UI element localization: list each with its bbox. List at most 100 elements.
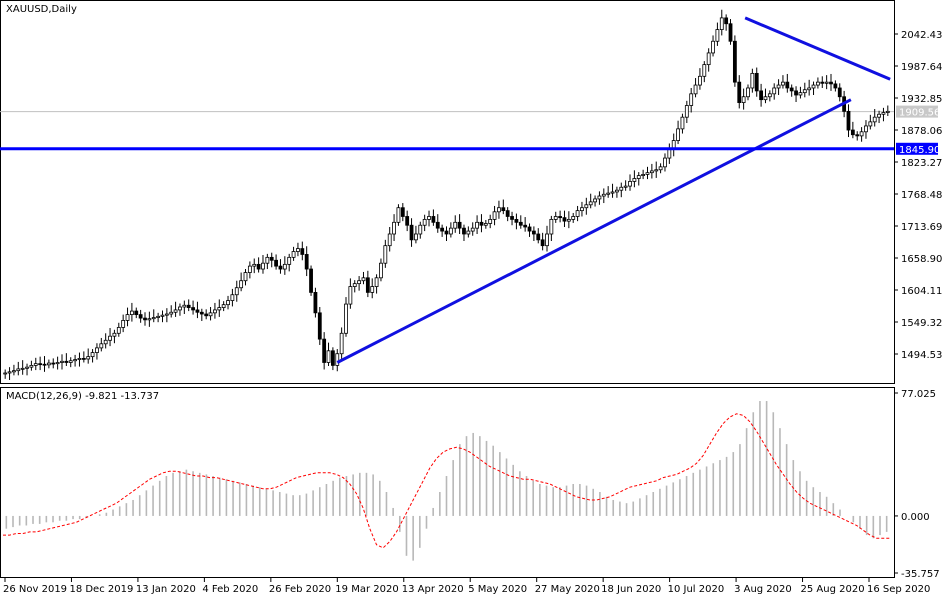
candle-body xyxy=(492,211,497,220)
candle-body xyxy=(702,64,707,77)
price-tick-label: 1713.69 xyxy=(901,222,942,233)
candle-body xyxy=(304,254,309,270)
candle-body xyxy=(68,360,73,363)
macd-panel-frame xyxy=(0,387,895,578)
candle-body xyxy=(3,372,8,375)
candle-body xyxy=(287,256,292,265)
candle-body xyxy=(12,370,16,373)
candle-body xyxy=(724,17,729,25)
candle-body xyxy=(243,272,248,282)
candle-body xyxy=(715,29,720,42)
trendline xyxy=(744,16,891,81)
candle-body xyxy=(518,221,523,226)
candle-body xyxy=(540,239,545,247)
candle-body xyxy=(767,93,772,98)
candle-body xyxy=(51,362,56,365)
candle-body xyxy=(405,216,410,226)
price-series xyxy=(3,9,890,381)
candle-body xyxy=(820,81,825,84)
candle-body xyxy=(344,303,348,334)
macd-title: MACD(12,26,9) -9.821 -13.737 xyxy=(6,391,159,402)
candle-body xyxy=(357,280,362,285)
candle-body xyxy=(374,277,379,287)
candle-body xyxy=(156,315,161,318)
candle-body xyxy=(859,131,864,137)
time-tick-label: 19 Mar 2020 xyxy=(335,584,398,595)
candle-body xyxy=(256,263,261,270)
price-chart-title: XAUUSD,Daily xyxy=(6,4,77,15)
candle-body xyxy=(466,230,471,235)
candle-body xyxy=(95,347,99,353)
candle-body xyxy=(400,207,405,217)
candle-body xyxy=(339,332,344,355)
candle-body xyxy=(300,248,305,255)
price-tick-label: 1987.64 xyxy=(901,62,942,73)
candle-body xyxy=(676,128,680,141)
candle-body xyxy=(217,307,222,311)
macd-tick-label: 77.025 xyxy=(901,389,936,400)
candle-body xyxy=(698,75,702,86)
candle-body xyxy=(60,360,64,363)
candle-body xyxy=(706,52,711,66)
candle-body xyxy=(99,343,104,349)
candle-body xyxy=(164,313,169,316)
candle-body xyxy=(335,353,340,366)
candle-body xyxy=(684,105,689,118)
candle-body xyxy=(125,314,130,321)
candle-body xyxy=(601,193,606,197)
candle-body xyxy=(654,169,659,172)
candle-body xyxy=(850,129,855,136)
time-tick-label: 27 May 2020 xyxy=(535,584,600,595)
candle-body xyxy=(514,218,519,223)
candle-body xyxy=(711,40,715,54)
candle-body xyxy=(112,332,117,337)
candle-body xyxy=(221,304,226,308)
candle-body xyxy=(42,363,47,366)
candle-body xyxy=(763,96,768,101)
time-tick-label: 18 Jun 2020 xyxy=(601,584,661,595)
candle-body xyxy=(628,181,632,187)
price-tick-label: 1823.27 xyxy=(901,158,942,169)
candle-body xyxy=(46,362,51,366)
candle-body xyxy=(282,263,287,270)
candle-body xyxy=(309,268,313,293)
candle-body xyxy=(462,227,466,235)
candle-body xyxy=(252,263,257,267)
candle-body xyxy=(81,357,86,360)
time-tick-label: 16 Sep 2020 xyxy=(867,584,930,595)
candle-body xyxy=(575,210,580,217)
candle-body xyxy=(64,360,69,363)
candle-body xyxy=(527,226,532,232)
candle-body xyxy=(247,265,252,273)
candle-body xyxy=(846,110,851,131)
candle-body xyxy=(278,265,283,270)
time-tick-label: 3 Aug 2020 xyxy=(734,584,792,595)
candle-body xyxy=(837,87,842,98)
candle-body xyxy=(414,233,418,241)
candle-body xyxy=(641,174,646,176)
candle-body xyxy=(296,248,300,252)
candle-body xyxy=(794,90,798,96)
candle-body xyxy=(204,313,209,317)
candle-body xyxy=(173,309,178,313)
candle-body xyxy=(234,287,239,296)
time-tick-label: 26 Feb 2020 xyxy=(269,584,331,595)
time-tick-label: 5 May 2020 xyxy=(468,584,527,595)
candle-body xyxy=(387,233,392,247)
candle-body xyxy=(317,312,322,340)
price-tick-label: 1878.06 xyxy=(901,126,942,137)
time-tick-label: 18 Dec 2019 xyxy=(69,584,133,595)
macd-series xyxy=(3,401,890,561)
candle-body xyxy=(619,186,624,191)
candle-body xyxy=(558,216,563,219)
time-tick-label: 10 Jul 2020 xyxy=(668,584,725,595)
candle-body xyxy=(510,216,514,220)
candle-body xyxy=(802,89,807,94)
candle-body xyxy=(829,81,833,85)
macd-tick-label: 0.000 xyxy=(901,512,930,523)
candle-body xyxy=(645,172,650,175)
candle-body xyxy=(431,216,436,223)
candle-body xyxy=(326,350,331,363)
candle-body xyxy=(383,245,388,264)
